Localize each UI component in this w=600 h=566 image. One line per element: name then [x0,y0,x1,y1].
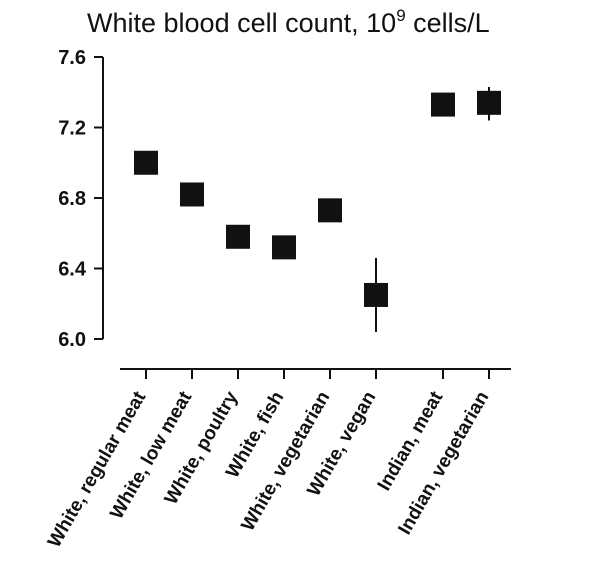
data-marks [134,86,501,332]
data-point-marker [226,224,250,249]
data-point-marker [477,90,501,115]
data-point-marker [180,182,204,207]
y-tick-label: 7.6 [58,47,86,69]
y-tick-label: 6.4 [58,259,87,281]
data-point-marker [272,235,296,260]
data-point-marker [134,150,158,175]
data-point-marker [431,92,455,117]
y-tick-label: 6.0 [58,329,86,351]
data-point-marker [318,198,342,223]
chart-title: White blood cell count, 109 cells/L [87,6,490,38]
y-axis: 7.6 7.2 6.8 6.4 6.0 [58,47,104,351]
chart-title-superscript: 9 [396,6,405,25]
y-tick-label: 6.8 [58,188,86,210]
chart-title-main: White blood cell count, 10 [87,8,396,38]
y-tick-label: 7.2 [58,118,86,140]
chart-title-end: cells/L [406,8,490,38]
data-point-marker [364,282,388,307]
